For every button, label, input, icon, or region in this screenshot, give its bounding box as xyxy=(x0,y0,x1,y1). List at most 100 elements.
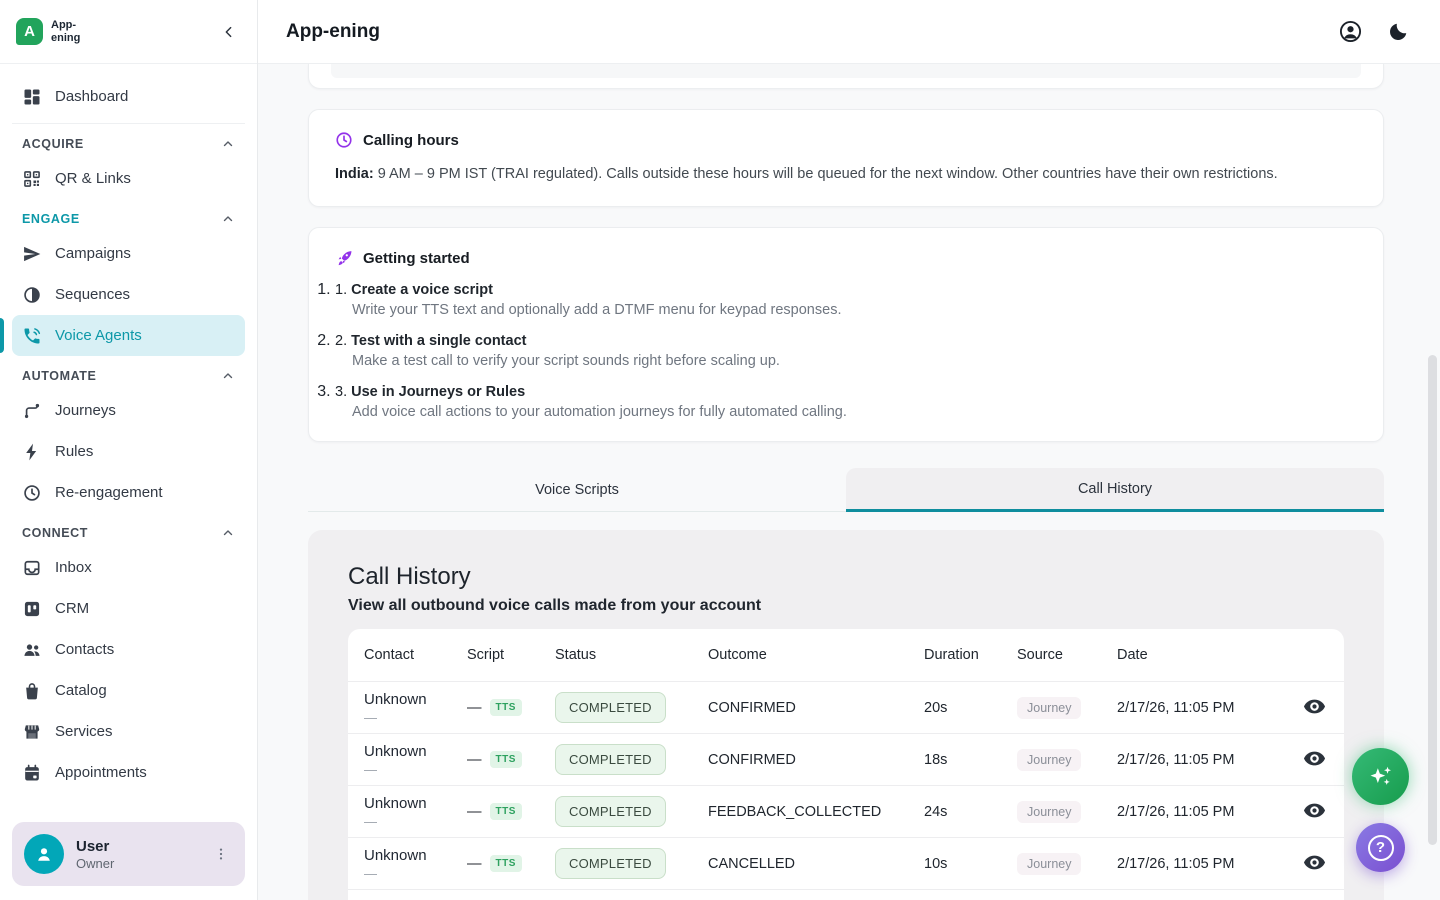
sidebar-section-engage[interactable]: ENGAGE xyxy=(12,199,245,233)
call-history-title: Call History xyxy=(348,563,471,591)
contact-sub: — xyxy=(364,865,377,881)
sidebar-item-campaigns[interactable]: Campaigns xyxy=(12,233,245,274)
sidebar-item-journeys[interactable]: Journeys xyxy=(12,390,245,431)
app-logo-text: App- ening xyxy=(51,18,81,44)
calling-hours-card: Calling hours India: 9 AM – 9 PM IST (TR… xyxy=(308,109,1384,208)
dots-vertical-icon xyxy=(219,848,223,860)
sidebar-item-catalog[interactable]: Catalog xyxy=(12,670,245,711)
step-item: 3.Use in Journeys or Rules Add voice cal… xyxy=(335,383,1357,420)
lightning-icon xyxy=(26,443,37,460)
script-cell: — TTS xyxy=(467,699,555,717)
tts-badge: TTS xyxy=(489,751,522,769)
sidebar-item-dashboard[interactable]: Dashboard xyxy=(12,76,245,117)
tts-badge: TTS xyxy=(489,803,522,821)
sidebar-item-label: CRM xyxy=(55,600,90,617)
app-logo-icon: A xyxy=(16,18,43,45)
actions-cell xyxy=(1282,797,1328,826)
user-menu-button[interactable] xyxy=(209,842,233,866)
status-badge: COMPLETED xyxy=(555,692,666,724)
contact-name: Unknown xyxy=(364,846,427,864)
sidebar-item-voice-agents[interactable]: Voice Agents xyxy=(0,315,245,356)
sidebar-item-rules[interactable]: Rules xyxy=(12,431,245,472)
sidebar: A App- ening Dashboard ACQUIRE QR & Link… xyxy=(0,0,258,900)
sidebar-section-acquire[interactable]: ACQUIRE xyxy=(12,124,245,158)
contact-name: Unknown xyxy=(364,742,427,760)
person-icon xyxy=(38,848,50,861)
user-name: User xyxy=(76,837,110,855)
sidebar-item-contacts[interactable]: Contacts xyxy=(12,629,245,670)
status-badge: COMPLETED xyxy=(555,796,666,828)
sidebar-item-reengagement[interactable]: Re-engagement xyxy=(12,472,245,513)
moon-icon xyxy=(1390,23,1407,40)
tab-voice-scripts[interactable]: Voice Scripts xyxy=(308,468,846,513)
contact-name: Unknown xyxy=(364,690,427,708)
contact-cell: Unknown— xyxy=(364,847,467,881)
source-badge: Journey xyxy=(1017,800,1082,823)
call-history-panel: Call History View all outbound voice cal… xyxy=(308,530,1384,900)
sidebar-item-sequences[interactable]: Sequences xyxy=(12,274,245,315)
sidebar-item-inbox[interactable]: Inbox xyxy=(12,547,245,588)
source-cell: Journey xyxy=(1017,748,1117,771)
script-name: — xyxy=(467,751,482,768)
table-row: Unknown— —TTS FAILED NO_ANSWER 30s Journ… xyxy=(348,889,1344,900)
user-card[interactable]: User Owner xyxy=(12,822,245,886)
source-cell: Journey xyxy=(1017,800,1117,823)
sidebar-item-label: Sequences xyxy=(55,286,131,303)
contact-name: Unknown xyxy=(364,794,427,812)
help-button[interactable]: ? xyxy=(1356,823,1405,872)
tab-call-history[interactable]: Call History xyxy=(846,468,1384,513)
view-call-button[interactable] xyxy=(1301,745,1328,772)
script-name: — xyxy=(467,699,482,716)
main-area: App-ening Calling hours India: 9 AM – 9 … xyxy=(258,0,1440,900)
duration-text: 20s xyxy=(924,699,948,716)
step-item: 1.Create a voice script Write your TTS t… xyxy=(335,281,1357,318)
page-title: App-ening xyxy=(286,20,380,42)
eye-icon xyxy=(1303,751,1326,766)
column-header: Date xyxy=(1117,647,1148,664)
source-badge: Journey xyxy=(1017,696,1082,719)
sidebar-item-qr-links[interactable]: QR & Links xyxy=(12,158,245,199)
sidebar-item-crm[interactable]: CRM xyxy=(12,588,245,629)
storefront-icon xyxy=(24,724,40,739)
actions-cell xyxy=(1282,849,1328,878)
view-call-button[interactable] xyxy=(1301,849,1328,876)
chevron-up-icon xyxy=(223,216,233,222)
account-button[interactable] xyxy=(1335,16,1366,47)
tabs: Voice Scripts Call History xyxy=(308,468,1384,513)
sidebar-logo-row: A App- ening xyxy=(0,0,257,64)
getting-started-card: Getting started 1.Create a voice script … xyxy=(308,227,1384,443)
voice-call-icon xyxy=(24,327,41,343)
contact-cell: Unknown— xyxy=(364,795,467,829)
view-call-button[interactable] xyxy=(1301,797,1328,824)
user-role: Owner xyxy=(76,855,115,871)
script-cell: — TTS xyxy=(467,751,555,769)
sidebar-section-connect[interactable]: CONNECT xyxy=(12,513,245,547)
dashboard-icon xyxy=(24,89,40,104)
sidebar-item-label: Dashboard xyxy=(55,88,129,105)
scrollbar-thumb[interactable] xyxy=(1428,355,1437,845)
shopping-bag-icon xyxy=(26,682,38,699)
contact-cell: Unknown— xyxy=(364,691,467,725)
date-text: 2/17/26, 11:05 PM xyxy=(1117,803,1235,820)
outcome-text: FEEDBACK_COLLECTED xyxy=(708,803,882,820)
sidebar-item-label: Rules xyxy=(55,443,94,460)
card-title: Calling hours xyxy=(363,131,459,149)
view-call-button[interactable] xyxy=(1301,693,1328,720)
ai-assistant-button[interactable] xyxy=(1352,748,1409,805)
script-cell: — TTS xyxy=(467,803,555,821)
outcome-text: CONFIRMED xyxy=(708,699,796,716)
content-scroll-area[interactable]: Calling hours India: 9 AM – 9 PM IST (TR… xyxy=(258,64,1440,900)
inbox-icon xyxy=(24,560,40,575)
sidebar-item-appointments[interactable]: Appointments xyxy=(12,752,245,793)
status-cell: COMPLETED xyxy=(555,796,708,828)
sidebar-nav: Dashboard ACQUIRE QR & Links ENGAGE Camp… xyxy=(0,64,257,812)
sidebar-collapse-button[interactable] xyxy=(217,20,241,44)
sequences-icon xyxy=(24,286,40,303)
date-text: 2/17/26, 11:05 PM xyxy=(1117,751,1235,768)
table-row: Unknown — — TTS COMPLETED FEEDBACK_COLLECT… xyxy=(348,785,1344,837)
sidebar-section-automate[interactable]: AUTOMATE xyxy=(12,356,245,390)
theme-toggle-button[interactable] xyxy=(1384,18,1412,46)
sidebar-item-label: Voice Agents xyxy=(55,327,142,344)
sidebar-item-services[interactable]: Services xyxy=(12,711,245,752)
script-cell: — TTS xyxy=(467,855,555,873)
